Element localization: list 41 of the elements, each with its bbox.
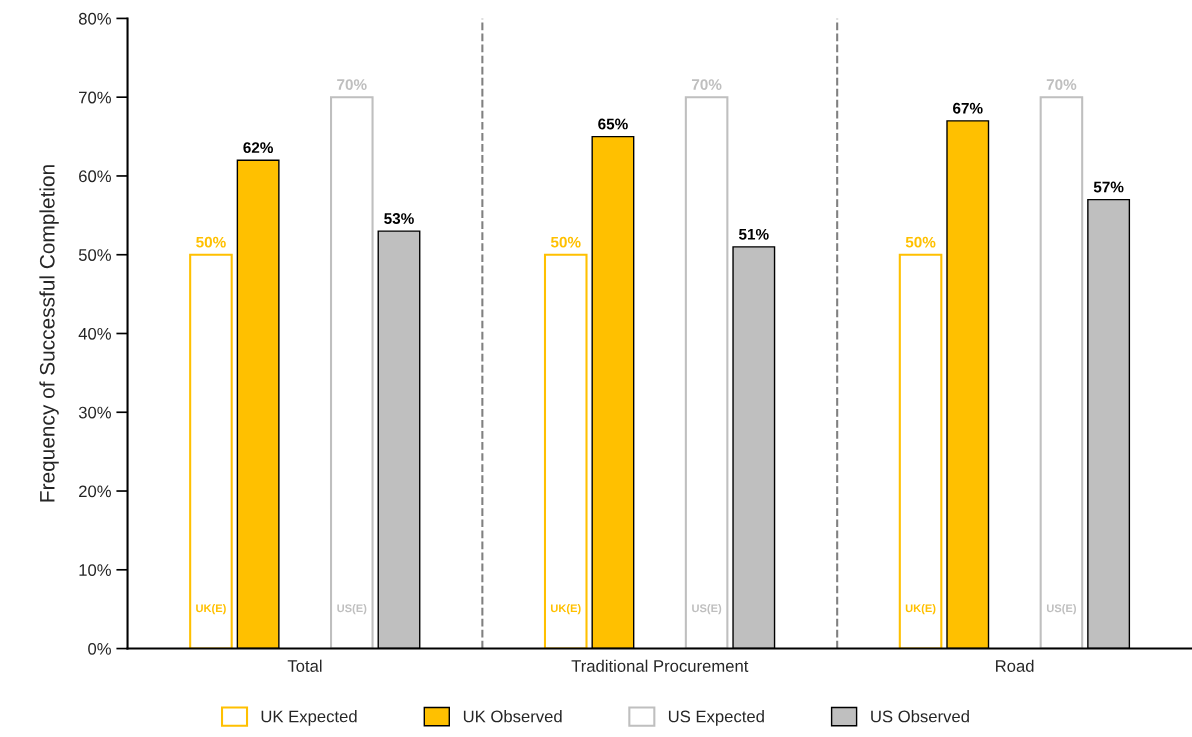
annotation: US(E) <box>692 604 722 615</box>
data-label: 70% <box>337 79 367 91</box>
x-tick-label: Traditional Procurement <box>571 659 749 672</box>
data-label: 70% <box>691 79 722 91</box>
data-label: 65% <box>598 118 628 130</box>
data-label: 53% <box>384 213 414 224</box>
x-tick-label: Road <box>996 659 1034 672</box>
legend-label: US Observed <box>871 710 969 723</box>
bar <box>189 253 233 649</box>
annotation: UK(E) <box>905 604 936 615</box>
bar <box>543 253 588 649</box>
y-tick-label: 10% <box>79 564 111 576</box>
y-tick-label: 0% <box>88 642 111 655</box>
data-label: 62% <box>243 142 273 154</box>
data-label: 50% <box>905 236 936 248</box>
data-label: 50% <box>196 236 226 248</box>
y-tick-label: 40% <box>78 327 111 340</box>
annotation: UK(E) <box>550 604 581 615</box>
data-label: 51% <box>738 228 769 240</box>
y-tick-label: 20% <box>79 485 111 498</box>
bar <box>684 96 729 649</box>
x-tick-label: Total <box>287 659 322 672</box>
annotation: UK(E) <box>196 604 226 615</box>
y-axis-title: Frequency of Successful Completion <box>39 165 59 502</box>
y-tick-label: 80% <box>78 12 111 25</box>
annotation: US(E) <box>1046 604 1076 615</box>
bar <box>898 253 943 649</box>
legend-label: UK Observed <box>463 710 562 723</box>
y-tick-label: 30% <box>78 406 111 419</box>
y-tick-label: 70% <box>79 91 111 104</box>
y-tick-label: 50% <box>78 249 111 261</box>
data-label: 70% <box>1046 79 1077 91</box>
y-tick-label: 60% <box>79 170 111 183</box>
data-label: 50% <box>550 236 581 248</box>
bar <box>329 96 374 649</box>
data-label: 57% <box>1093 181 1124 193</box>
annotation: US(E) <box>337 604 367 615</box>
data-label: 67% <box>953 102 983 114</box>
legend-label: UK Expected <box>261 710 357 726</box>
legend-label: US Expected <box>668 710 764 726</box>
bar <box>1039 96 1084 649</box>
